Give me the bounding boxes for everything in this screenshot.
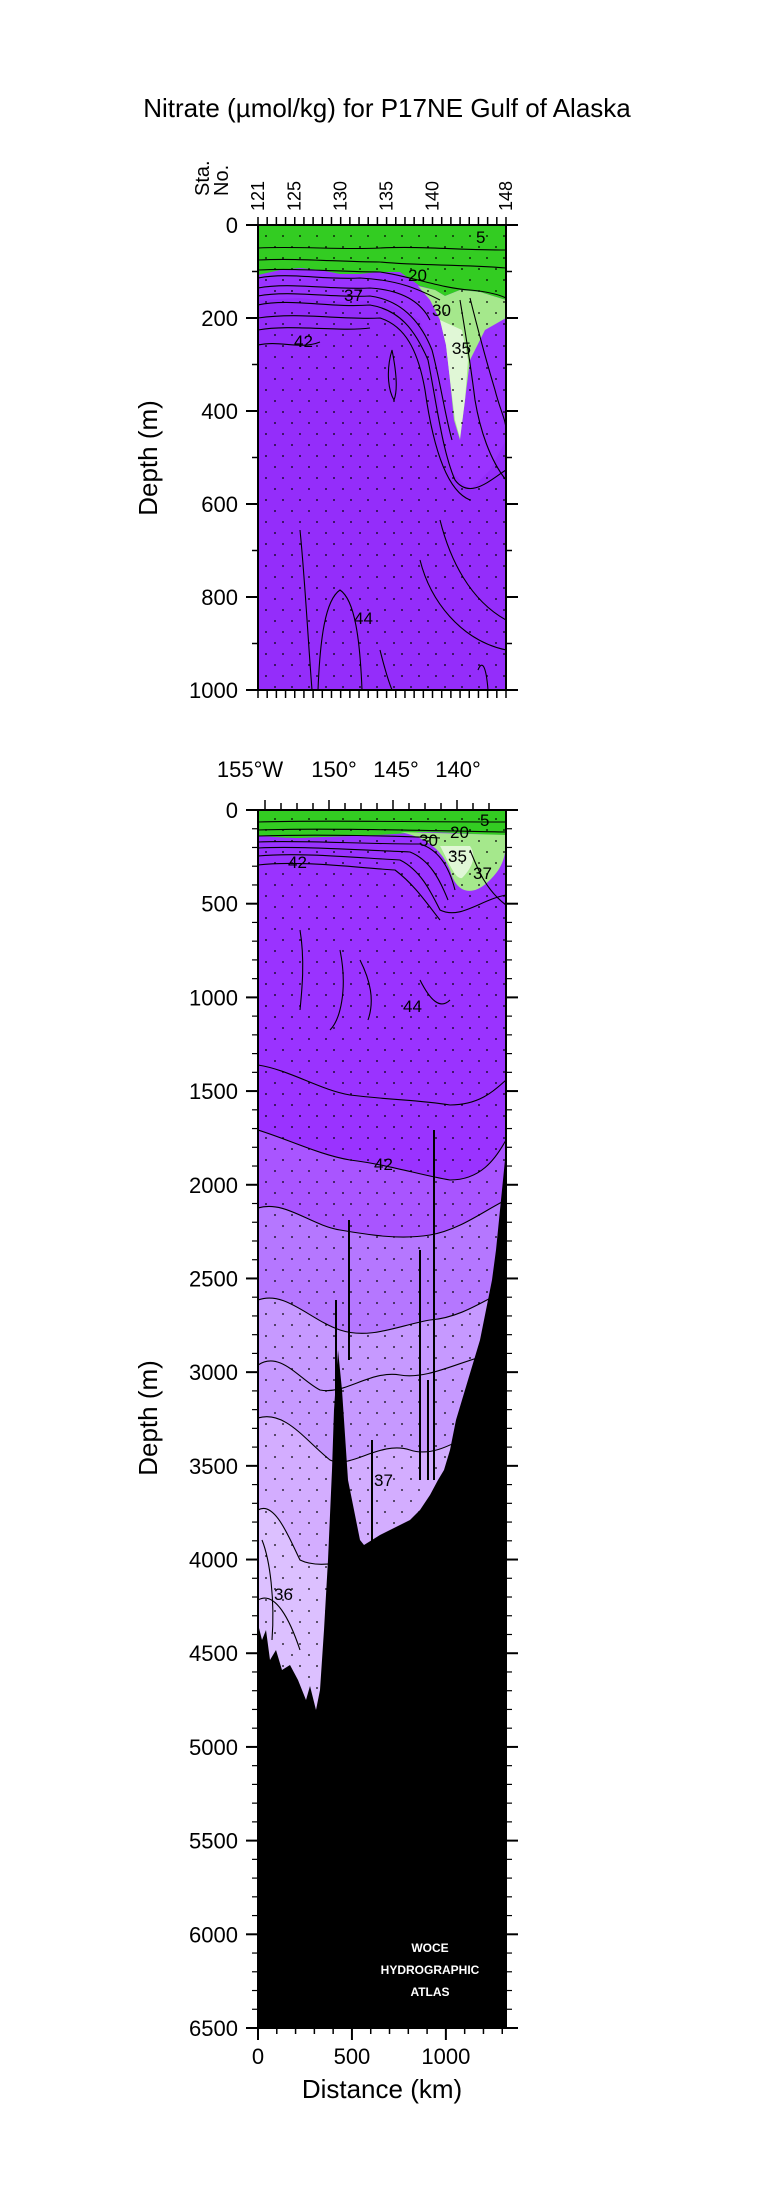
lower-panel: 0500100015002000250030003500400045005000… bbox=[133, 757, 518, 2104]
y-tick-label: 0 bbox=[226, 213, 238, 238]
contour-label: 35 bbox=[452, 339, 471, 358]
contour-label: 5 bbox=[480, 811, 489, 830]
upper-contours bbox=[258, 246, 506, 690]
station-label: 125 bbox=[285, 181, 305, 211]
y-tick-label: 400 bbox=[201, 399, 238, 424]
upper-dots bbox=[258, 225, 506, 690]
upper-y-ticks: 0 200 400 600 800 1000 bbox=[189, 213, 518, 703]
longitude-label: 150° bbox=[311, 757, 357, 782]
upper-station-label-sta: Sta. bbox=[192, 160, 214, 196]
lower-longitude-labels: 155°W 150° 145° 140° bbox=[217, 757, 481, 782]
lower-y-axis-label: Depth (m) bbox=[133, 1360, 163, 1476]
upper-contour-labels: 5 20 37 30 42 35 44 bbox=[294, 228, 485, 628]
lower-contours bbox=[258, 820, 506, 1651]
lower-y-ticks: 0 500 1000 1500 2000 2500 3000 3500 4000 4500 5000… bbox=[189, 798, 518, 2041]
watermark-line: ATLAS bbox=[410, 1985, 449, 1999]
woce-watermark: WOCE HYDROGRAPHIC ATLAS bbox=[381, 1941, 480, 1999]
y-tick-label: 200 bbox=[201, 306, 238, 331]
contour-label: 42 bbox=[294, 332, 313, 351]
lower-bathymetry bbox=[258, 1150, 506, 2028]
longitude-label: 140° bbox=[435, 757, 481, 782]
watermark-line: HYDROGRAPHIC bbox=[381, 1963, 480, 1977]
y-tick-label: 5500 bbox=[189, 1829, 238, 1854]
contour-label: 37 bbox=[473, 864, 492, 883]
y-tick-label: 6500 bbox=[189, 2016, 238, 2041]
contour-label: 20 bbox=[408, 266, 427, 285]
y-tick-label: 800 bbox=[201, 585, 238, 610]
contour-label: 20 bbox=[450, 823, 469, 842]
y-tick-label: 0 bbox=[226, 798, 238, 823]
y-tick-label: 5000 bbox=[189, 1735, 238, 1760]
lower-x-axis-label: Distance (km) bbox=[302, 2074, 462, 2104]
upper-panel: 0 200 400 600 800 1000 121 125 130 135 140 148 5 2… bbox=[133, 160, 518, 703]
contour-label: 37 bbox=[344, 286, 363, 305]
y-tick-label: 6000 bbox=[189, 1922, 238, 1947]
contour-label: 42 bbox=[288, 853, 307, 872]
contour-label: 44 bbox=[403, 997, 422, 1016]
y-tick-label: 1500 bbox=[189, 1079, 238, 1104]
watermark-line: WOCE bbox=[411, 1941, 448, 1955]
contour-label: 30 bbox=[432, 301, 451, 320]
x-tick-label: 0 bbox=[252, 2044, 264, 2069]
contour-label: 35 bbox=[448, 847, 467, 866]
lower-top-ticks bbox=[264, 800, 490, 810]
y-tick-label: 500 bbox=[201, 892, 238, 917]
longitude-label: 145° bbox=[373, 757, 419, 782]
upper-station-label-no: No. bbox=[211, 165, 233, 196]
lower-x-ticks: 0 500 1000 bbox=[252, 2028, 503, 2069]
y-tick-label: 4000 bbox=[189, 1548, 238, 1573]
y-tick-label: 600 bbox=[201, 492, 238, 517]
station-label: 121 bbox=[248, 181, 268, 211]
contour-label: 5 bbox=[476, 228, 485, 247]
station-label: 140 bbox=[423, 181, 443, 211]
upper-station-ticks: 121 125 130 135 140 148 bbox=[248, 181, 516, 698]
contour-label: 30 bbox=[419, 831, 438, 850]
contour-label: 42 bbox=[374, 1155, 393, 1174]
lower-bathymetry-spikes bbox=[335, 1130, 435, 1560]
upper-y-axis-label: Depth (m) bbox=[133, 400, 163, 516]
contour-label: 37 bbox=[374, 1471, 393, 1490]
contour-label: 44 bbox=[354, 609, 373, 628]
station-label: 130 bbox=[331, 181, 351, 211]
y-tick-label: 1000 bbox=[189, 985, 238, 1010]
longitude-label: 155°W bbox=[217, 757, 284, 782]
y-tick-label: 2000 bbox=[189, 1173, 238, 1198]
lower-contour-labels: 5 20 30 35 37 42 44 42 37 36 bbox=[274, 811, 492, 1604]
lower-field bbox=[258, 810, 506, 2028]
x-tick-label: 500 bbox=[334, 2044, 371, 2069]
contour-label: 36 bbox=[274, 1585, 293, 1604]
upper-field bbox=[258, 225, 506, 690]
y-tick-label: 4500 bbox=[189, 1641, 238, 1666]
station-label: 135 bbox=[377, 181, 397, 211]
station-label: 148 bbox=[496, 181, 516, 211]
lower-frame bbox=[257, 809, 507, 2029]
y-tick-label: 2500 bbox=[189, 1266, 238, 1291]
y-tick-label: 3500 bbox=[189, 1454, 238, 1479]
x-tick-label: 1000 bbox=[421, 2044, 470, 2069]
chart-title: Nitrate (µmol/kg) for P17NE Gulf of Alas… bbox=[143, 93, 631, 123]
y-tick-label: 3000 bbox=[189, 1360, 238, 1385]
y-tick-label: 1000 bbox=[189, 678, 238, 703]
